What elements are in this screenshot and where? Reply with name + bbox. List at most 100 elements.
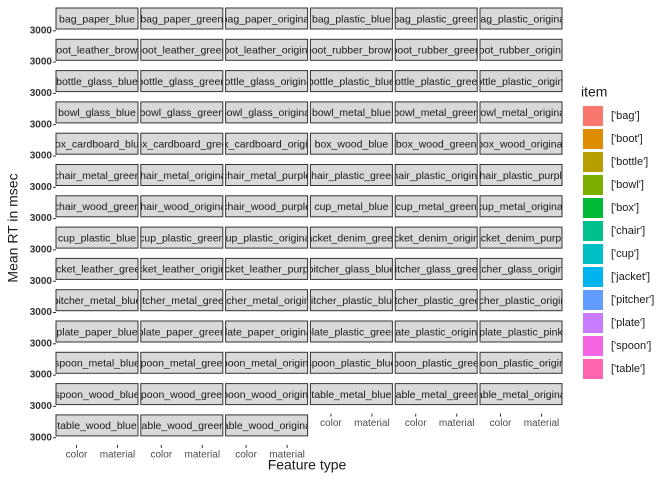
x-tick-label: material bbox=[185, 450, 221, 461]
panel bbox=[140, 91, 223, 101]
panel bbox=[225, 435, 308, 445]
legend-label: ['boot'] bbox=[611, 133, 643, 145]
strip-label: table_wood_green bbox=[139, 420, 226, 432]
legend-label: ['chair'] bbox=[611, 225, 645, 237]
panel bbox=[140, 60, 223, 70]
strip-label: chair_metal_purple bbox=[222, 170, 311, 182]
panel bbox=[480, 91, 562, 101]
legend-label: ['jacket'] bbox=[611, 271, 650, 283]
legend-label: ['box'] bbox=[611, 202, 639, 214]
strip-label: bowl_metal_blue bbox=[312, 107, 391, 119]
strip-label: boot_rubber_original bbox=[473, 45, 569, 57]
panel bbox=[225, 185, 308, 195]
strip bbox=[394, 70, 478, 93]
strip bbox=[309, 383, 393, 406]
strip bbox=[140, 7, 224, 30]
legend-key bbox=[583, 106, 603, 126]
strip-label: jacket_leather_original bbox=[128, 264, 234, 276]
x-tick-label: material bbox=[100, 450, 136, 461]
panel bbox=[56, 279, 138, 289]
panel bbox=[480, 185, 562, 195]
strip bbox=[309, 351, 393, 374]
strip bbox=[479, 195, 563, 218]
strip bbox=[225, 257, 309, 280]
strip-label: boot_leather_brown bbox=[51, 45, 144, 57]
strip bbox=[479, 101, 563, 124]
panel bbox=[140, 279, 223, 289]
strip bbox=[140, 414, 224, 437]
strip bbox=[309, 38, 393, 61]
strip-label: jacket_denim_purple bbox=[472, 232, 570, 244]
strip bbox=[479, 132, 563, 155]
panel bbox=[56, 122, 138, 132]
strip-label: spoon_metal_original bbox=[217, 358, 317, 370]
strip bbox=[55, 289, 139, 312]
panel bbox=[395, 248, 478, 258]
panel bbox=[310, 310, 393, 320]
strip bbox=[394, 101, 478, 124]
panel bbox=[310, 91, 393, 101]
x-tick-label: color bbox=[150, 450, 172, 461]
strip-label: chair_wood_original bbox=[135, 201, 228, 213]
panel bbox=[225, 404, 308, 414]
strip bbox=[55, 38, 139, 61]
panel bbox=[225, 279, 308, 289]
panel bbox=[480, 342, 562, 351]
panel bbox=[395, 310, 478, 320]
strip bbox=[479, 38, 563, 61]
strip bbox=[140, 70, 224, 93]
panel bbox=[395, 122, 478, 132]
strip bbox=[55, 70, 139, 93]
y-tick-label: 3000 bbox=[30, 57, 53, 68]
x-axis-title: Feature type bbox=[268, 457, 347, 473]
strip-label: boot_rubber_brown bbox=[306, 45, 397, 57]
strip bbox=[479, 70, 563, 93]
strip-label: bag_paper_green bbox=[140, 13, 223, 25]
strip bbox=[479, 320, 563, 343]
strip-label: bottle_plastic_original bbox=[471, 76, 572, 88]
legend-key bbox=[583, 152, 603, 172]
panel bbox=[480, 248, 562, 258]
legend-key bbox=[583, 244, 603, 264]
strip-label: plate_plastic_green bbox=[306, 326, 397, 338]
panel bbox=[395, 279, 478, 289]
strip-label: bottle_glass_blue bbox=[56, 76, 138, 88]
strip-label: bowl_metal_green bbox=[393, 107, 479, 119]
legend-key bbox=[583, 267, 603, 287]
strip-label: chair_wood_purple bbox=[222, 201, 311, 213]
strip bbox=[225, 383, 309, 406]
strip-label: jacket_denim_green bbox=[303, 232, 399, 244]
strip bbox=[394, 320, 478, 343]
strip-label: jacket_leather_green bbox=[47, 264, 146, 276]
x-tick-label: material bbox=[524, 418, 560, 429]
strip-label: spoon_wood_blue bbox=[54, 389, 139, 401]
panel bbox=[395, 29, 478, 38]
strip-label: bowl_glass_original bbox=[221, 107, 313, 119]
panel bbox=[395, 373, 478, 383]
panel bbox=[395, 216, 478, 226]
strip-label: pitcher_plastic_green bbox=[386, 295, 486, 307]
legend-key bbox=[583, 129, 603, 149]
strip-label: bag_plastic_original bbox=[475, 13, 568, 25]
strip-label: box_wood_green bbox=[396, 138, 477, 150]
legend-label: ['spoon'] bbox=[611, 340, 651, 352]
panel bbox=[480, 404, 562, 414]
strip bbox=[394, 38, 478, 61]
strip bbox=[394, 7, 478, 30]
legend-title: item bbox=[581, 84, 607, 100]
x-tick-label: color bbox=[405, 418, 427, 429]
strip-label: pitcher_glass_blue bbox=[308, 264, 396, 276]
strip-label: spoon_plastic_original bbox=[469, 358, 573, 370]
strip-label: chair_metal_green bbox=[54, 170, 141, 182]
panel bbox=[480, 216, 562, 226]
panel bbox=[140, 310, 223, 320]
legend-label: ['bottle'] bbox=[611, 156, 648, 168]
panel bbox=[225, 216, 308, 226]
legend-key bbox=[583, 198, 603, 218]
strip-label: pitcher_plastic_blue bbox=[305, 295, 398, 307]
panel bbox=[310, 29, 393, 38]
strip bbox=[225, 38, 309, 61]
strip-label: chair_plastic_green bbox=[306, 170, 397, 182]
panel bbox=[225, 154, 308, 164]
